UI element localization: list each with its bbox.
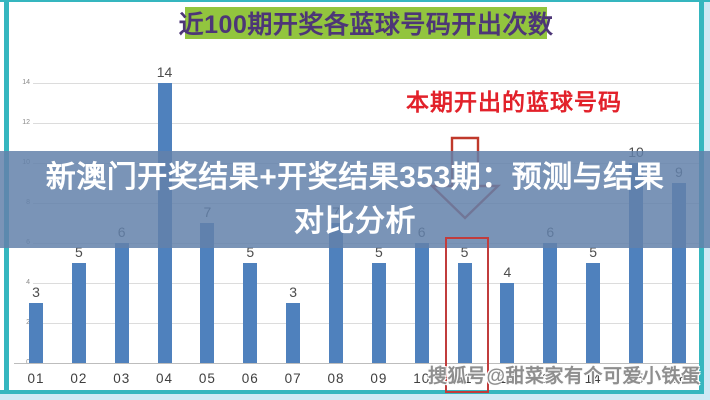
bar xyxy=(414,243,429,363)
outer-strip-bottom xyxy=(0,394,710,400)
bar-value-label: 3 xyxy=(32,284,40,300)
y-tick-label: 4 xyxy=(26,279,30,286)
bar xyxy=(114,243,129,363)
x-tick-label: 16 xyxy=(670,371,688,386)
x-tick-label: 13 xyxy=(541,371,559,386)
bar xyxy=(371,263,386,363)
bar-value-label: 5 xyxy=(246,244,255,260)
x-tick-label: 14 xyxy=(584,371,602,386)
bar xyxy=(200,223,215,363)
bar-value-label: 5 xyxy=(374,244,383,260)
gridline xyxy=(33,123,699,124)
overlay-banner: 新澳门开奖结果+开奖结果353期：预测与结果 对比分析 xyxy=(0,151,710,248)
bar xyxy=(29,303,43,363)
bar-value-label: 5 xyxy=(74,244,83,260)
highlight-box xyxy=(444,237,489,393)
frame-border-top xyxy=(0,0,710,2)
x-axis-line xyxy=(14,363,699,364)
bar xyxy=(243,263,258,363)
y-tick-label: 0 xyxy=(10,359,30,367)
bar xyxy=(500,283,515,363)
bar-value-label: 14 xyxy=(156,64,173,80)
x-tick-label: 07 xyxy=(284,371,302,386)
x-tick-label: 12 xyxy=(498,371,516,386)
chart-title: 近100期开奖各蓝球号码开出次数 xyxy=(178,11,554,39)
bar xyxy=(586,263,601,363)
gridline xyxy=(33,323,699,324)
y-tick-label: 14 xyxy=(22,79,30,86)
bar-value-label: 5 xyxy=(460,244,469,260)
x-tick-label: 01 xyxy=(27,371,45,386)
x-tick-label: 08 xyxy=(327,371,345,386)
bar-value-label: 5 xyxy=(589,244,598,260)
bar-value-label: 4 xyxy=(503,264,512,280)
bar xyxy=(457,263,472,363)
y-tick-label: 2 xyxy=(10,319,30,327)
banner-line1: 新澳门开奖结果+开奖结果353期：预测与结果 xyxy=(45,160,665,194)
x-tick-label: 04 xyxy=(156,371,174,386)
bar xyxy=(328,223,343,363)
x-tick-label: 03 xyxy=(113,371,131,386)
bar-value-label: 3 xyxy=(289,284,298,300)
gridline xyxy=(33,283,699,284)
watermark: 搜狐号@甜菜家有个可爱小铁蛋 xyxy=(428,366,701,387)
banner-line2: 对比分析 xyxy=(294,204,416,238)
bar xyxy=(543,243,558,363)
bar xyxy=(71,263,86,363)
x-tick-label: 05 xyxy=(198,371,216,386)
x-tick-label: 02 xyxy=(70,371,88,386)
y-tick-label: 12 xyxy=(22,119,30,126)
gridline xyxy=(33,83,699,84)
chart-title-band: 近100期开奖各蓝球号码开出次数 xyxy=(179,7,553,39)
x-tick-label: 11 xyxy=(456,371,473,386)
bar xyxy=(286,303,301,363)
x-tick-label: 09 xyxy=(370,371,388,386)
x-tick-label: 06 xyxy=(241,371,259,386)
annotation-label: 本期开出的蓝球号码 xyxy=(406,89,622,115)
frame-border-bottom xyxy=(0,390,704,394)
x-tick-label: 10 xyxy=(413,371,431,386)
x-tick-label: 15 xyxy=(627,371,645,386)
